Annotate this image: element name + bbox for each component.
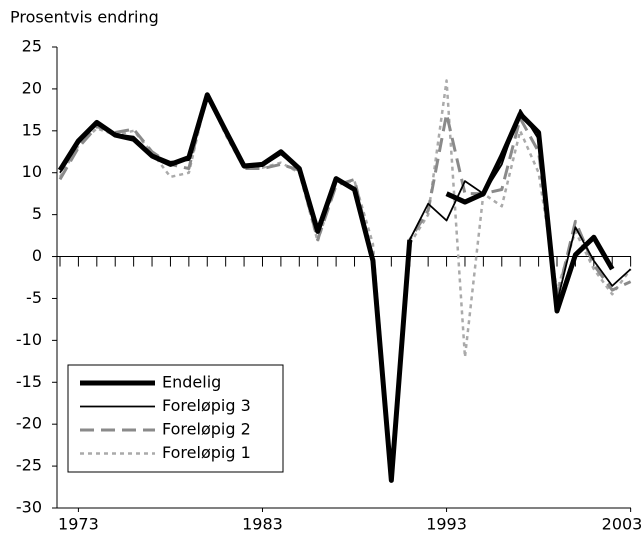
y-tick-label: -30 [16, 498, 42, 517]
y-tick-label: 25 [22, 37, 42, 56]
y-tick-label: 20 [22, 78, 42, 97]
y-tick-label: 5 [32, 204, 42, 223]
x-tick-label: 1983 [242, 515, 283, 534]
series-line [57, 92, 615, 483]
y-tick-label: 10 [22, 162, 42, 181]
x-tick-label: 1993 [426, 515, 467, 534]
y-tick-label: -20 [16, 414, 42, 433]
y-tick-label: 0 [32, 246, 42, 265]
y-tick-label: -10 [16, 330, 42, 349]
legend-label: Foreløpig 2 [162, 420, 251, 439]
legend-label: Endelig [162, 373, 221, 392]
axis-title: Prosentvis endring [10, 8, 159, 27]
x-tick-label: 2003 [602, 515, 643, 534]
y-tick-label: -25 [16, 456, 42, 475]
x-tick-label: 1973 [58, 515, 99, 534]
y-tick-label: -15 [16, 372, 42, 391]
legend-label: Foreløpig 1 [162, 443, 251, 462]
legend-label: Foreløpig 3 [162, 396, 251, 415]
y-tick-label: -5 [26, 288, 42, 307]
y-tick-label: 15 [22, 120, 42, 139]
